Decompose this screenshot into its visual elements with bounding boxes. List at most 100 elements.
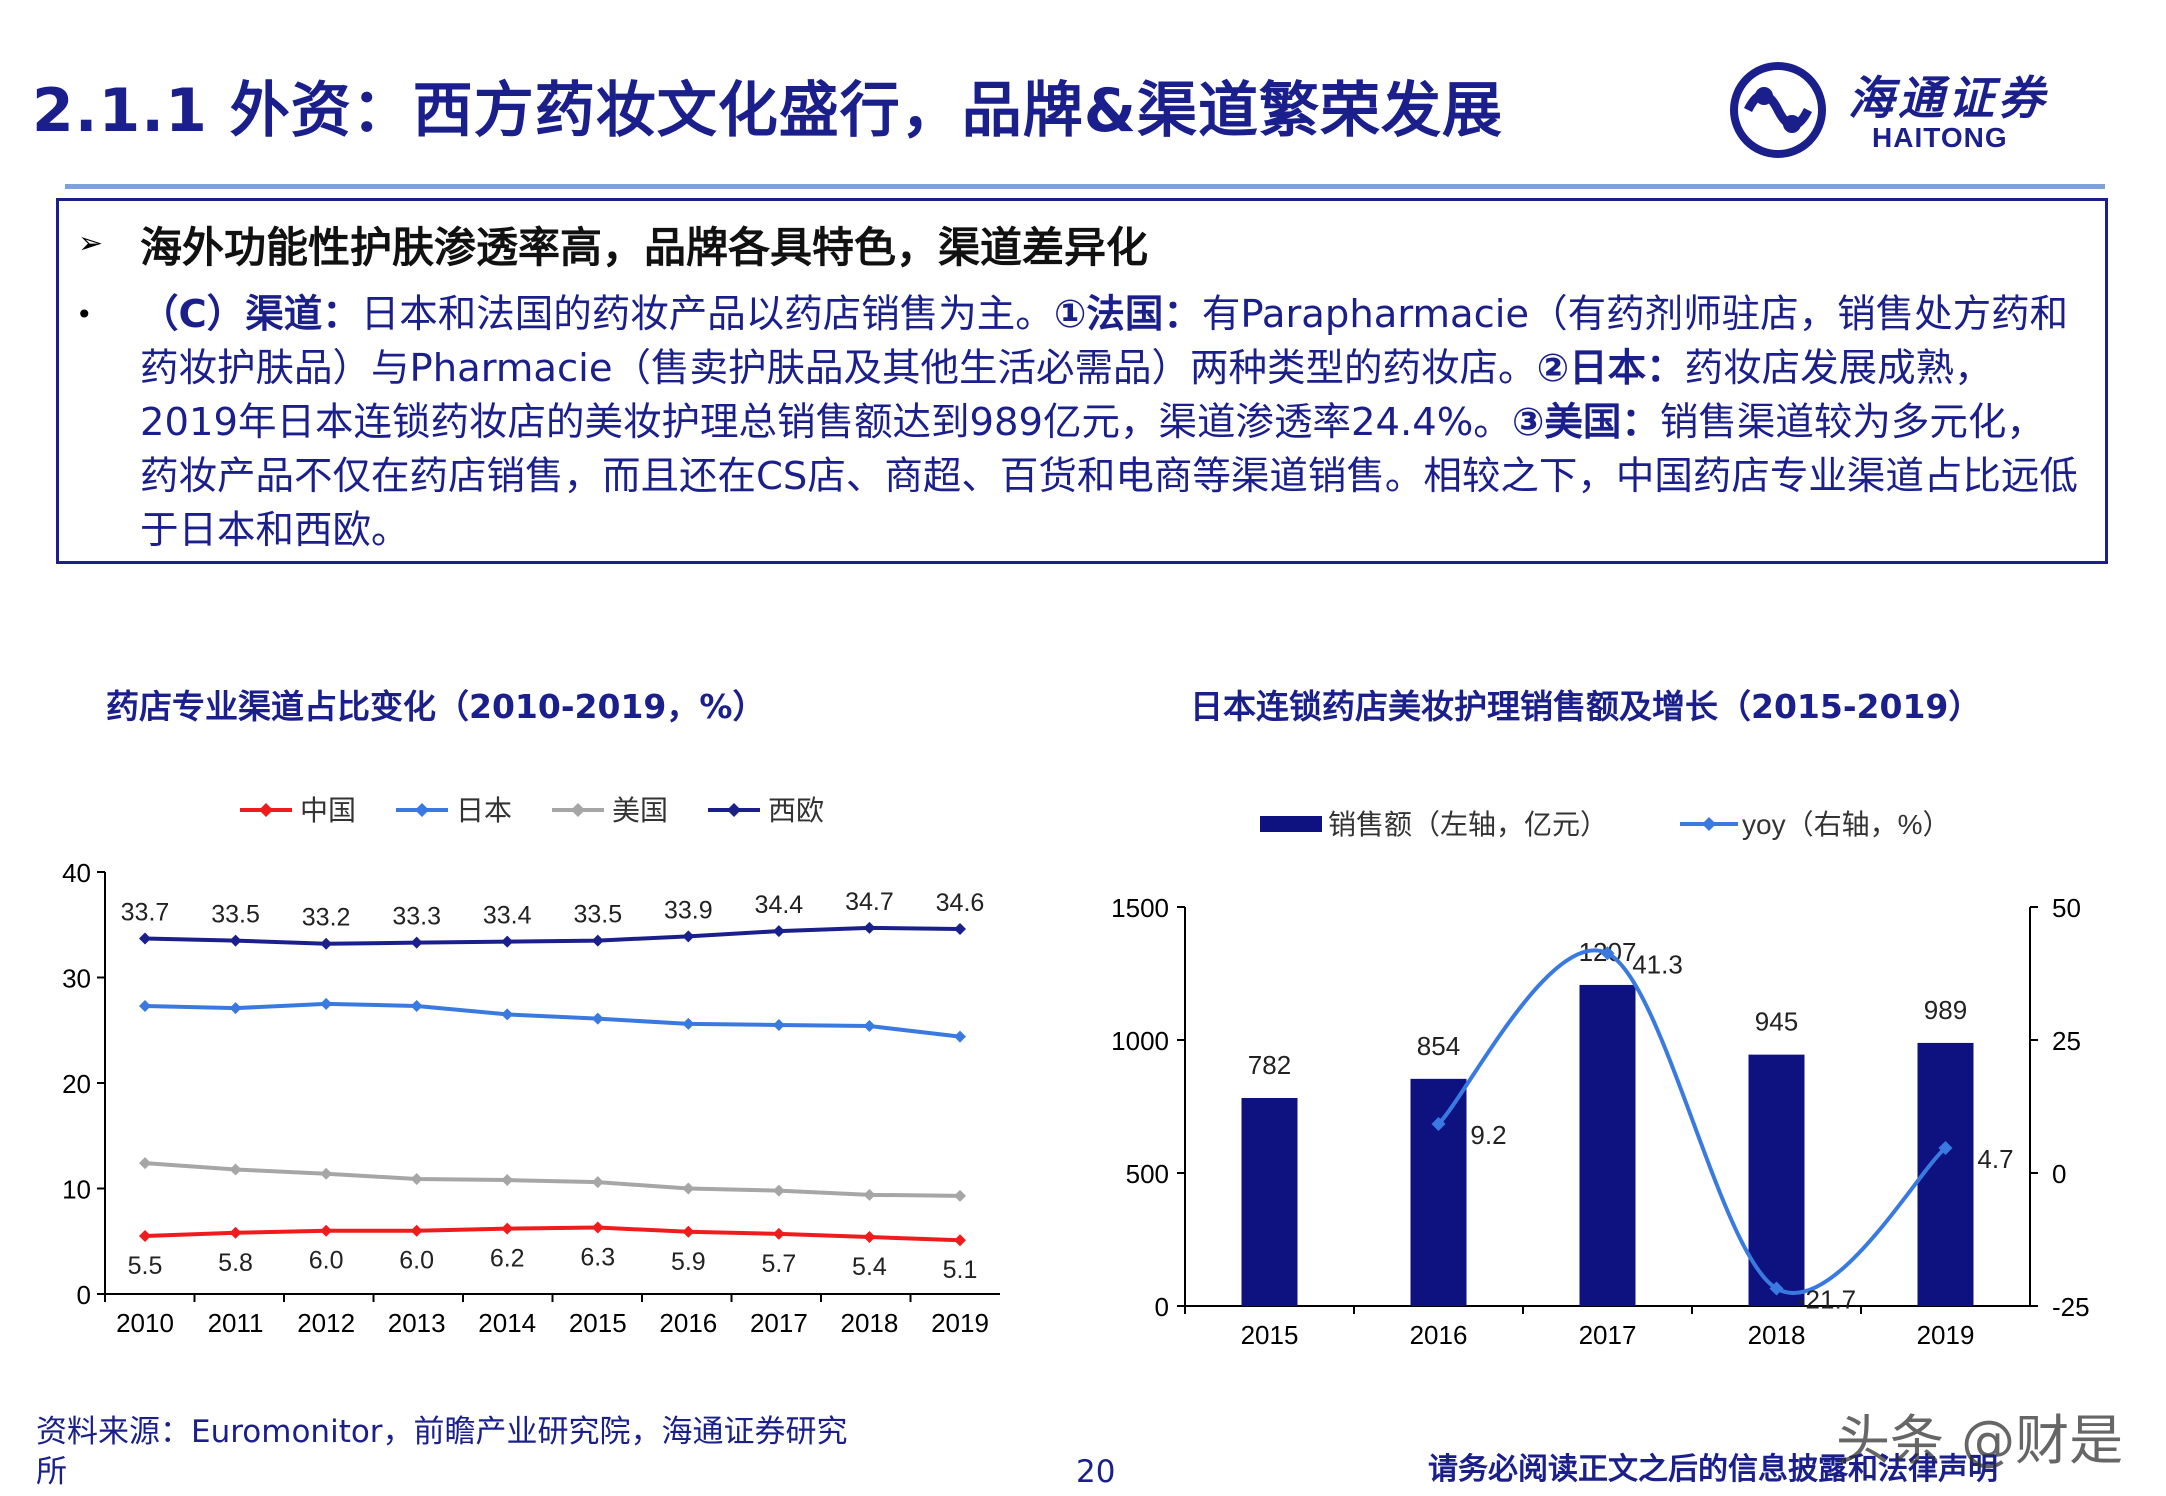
data-label: 6.3 bbox=[580, 1244, 615, 1272]
bar bbox=[1748, 1054, 1805, 1306]
data-point bbox=[591, 934, 604, 947]
yoy-value-label: -21.7 bbox=[1797, 1284, 1856, 1314]
right-tick-label: 0 bbox=[2052, 1159, 2066, 1189]
summary-box bbox=[56, 198, 2108, 564]
data-label: 5.9 bbox=[671, 1248, 706, 1276]
yoy-point bbox=[1600, 946, 1615, 961]
data-point bbox=[682, 1182, 695, 1195]
data-label: 6.2 bbox=[490, 1245, 525, 1273]
legend-item-0: 中国 bbox=[240, 795, 356, 826]
data-label: 33.5 bbox=[211, 901, 260, 929]
x-tick-label: 2017 bbox=[1579, 1320, 1637, 1350]
yoy-point bbox=[1938, 1140, 1953, 1155]
data-point bbox=[863, 1020, 876, 1033]
data-label: 6.0 bbox=[309, 1247, 344, 1275]
text-france: 有Parapharmacie（有药剂师驻店，销售处方药和药妆护肤品）与Pharm… bbox=[140, 292, 2069, 391]
data-point bbox=[954, 922, 966, 935]
logo-text-english: HAITONG bbox=[1872, 122, 2008, 153]
legend-item-1: 日本 bbox=[396, 795, 512, 826]
data-point bbox=[682, 930, 695, 943]
series-line-0 bbox=[144, 1225, 961, 1243]
x-tick-label: 2017 bbox=[750, 1308, 808, 1338]
data-label: 33.2 bbox=[302, 904, 351, 932]
bar-value-label: 989 bbox=[1924, 995, 1967, 1025]
data-point bbox=[229, 934, 242, 947]
x-tick-label: 2018 bbox=[841, 1308, 899, 1338]
yoy-line bbox=[1437, 948, 1947, 1295]
legend-item-3: 西欧 bbox=[708, 795, 824, 826]
bar-chart-japan-sales: 销售额（左轴，亿元） yoy（右轴，%） 0 500 1000 1500 -25 0 25 50 2… bbox=[1111, 809, 2089, 1350]
data-point bbox=[229, 1226, 242, 1239]
bar bbox=[1579, 984, 1636, 1306]
data-point bbox=[682, 1017, 695, 1030]
data-label: 34.4 bbox=[755, 891, 804, 919]
label-channel: （C）渠道： bbox=[140, 292, 361, 337]
data-point bbox=[591, 1012, 604, 1025]
legend-label-2: 美国 bbox=[612, 795, 668, 826]
legend-label-3: 西欧 bbox=[768, 795, 824, 826]
series-line-1 bbox=[144, 1001, 961, 1039]
data-point bbox=[320, 1167, 333, 1180]
data-point bbox=[591, 1221, 604, 1234]
data-point bbox=[863, 1231, 876, 1244]
page-title: 2.1.1 外资：西方药妆文化盛行，品牌&渠道繁荣发展 bbox=[32, 76, 1504, 146]
data-point bbox=[229, 1163, 242, 1176]
x-tick-label: 2011 bbox=[208, 1308, 264, 1338]
x-tick-label: 2013 bbox=[388, 1308, 446, 1338]
y-tick-label: 0 bbox=[77, 1280, 91, 1310]
right-tick-label: 50 bbox=[2052, 893, 2081, 923]
data-point bbox=[501, 1222, 514, 1235]
legend-swatch-sales bbox=[1260, 816, 1322, 832]
legend-item-2: 美国 bbox=[552, 795, 668, 826]
yoy-value-label: 4.7 bbox=[1977, 1144, 2013, 1174]
data-label: 5.4 bbox=[852, 1253, 887, 1281]
data-point bbox=[139, 1229, 151, 1242]
y-tick-label: 30 bbox=[62, 964, 91, 994]
yoy-point bbox=[1769, 1281, 1784, 1296]
data-point bbox=[139, 932, 151, 945]
legend-marker-1 bbox=[415, 803, 429, 817]
x-tick-label: 2014 bbox=[478, 1308, 536, 1338]
yoy-value-label: 41.3 bbox=[1632, 949, 1683, 979]
data-label: 34.7 bbox=[845, 888, 894, 916]
right-tick-label: 25 bbox=[2052, 1026, 2081, 1056]
data-label: 33.5 bbox=[573, 901, 622, 929]
data-point bbox=[320, 1224, 333, 1237]
bar-value-label: 782 bbox=[1248, 1050, 1291, 1080]
chart-title-pharmacy-share: 药店专业渠道占比变化（2010-2019，%） bbox=[106, 687, 766, 726]
data-point bbox=[682, 1225, 695, 1238]
data-point bbox=[501, 1174, 514, 1187]
data-label: 34.6 bbox=[936, 889, 985, 917]
y-tick-label: 20 bbox=[62, 1069, 91, 1099]
body-paragraph: （C）渠道：日本和法国的药妆产品以药店销售为主。①法国：有Parapharmac… bbox=[140, 288, 2080, 558]
x-tick-label: 2015 bbox=[1241, 1320, 1299, 1350]
x-tick-label: 2010 bbox=[116, 1308, 174, 1338]
x-tick-label: 2019 bbox=[1917, 1320, 1975, 1350]
data-point bbox=[410, 1173, 423, 1186]
text-japan: 药妆店发展成熟，2019年日本连锁药妆店的美妆护理总销售额达到989亿元，渠道渗… bbox=[140, 346, 1993, 445]
data-point bbox=[954, 1030, 966, 1043]
data-point bbox=[954, 1234, 966, 1247]
y-tick-label: 10 bbox=[62, 1175, 91, 1205]
logo-text-chinese: 海通证券 bbox=[1848, 71, 2048, 125]
data-label: 33.4 bbox=[483, 902, 532, 930]
data-point bbox=[139, 999, 151, 1012]
data-point bbox=[320, 997, 333, 1010]
bar bbox=[1917, 1042, 1974, 1306]
data-point bbox=[501, 1008, 514, 1021]
data-point bbox=[772, 925, 785, 938]
text-channel: 日本和法国的药妆产品以药店销售为主。 bbox=[360, 292, 1054, 337]
legend-label-yoy: yoy（右轴，%） bbox=[1742, 809, 1950, 840]
data-label: 5.7 bbox=[762, 1250, 797, 1278]
disclaimer-link[interactable]: 请务必阅读正文之后的信息披露和法律声明 bbox=[1428, 1452, 1998, 1487]
x-tick-label: 2015 bbox=[569, 1308, 627, 1338]
data-point bbox=[863, 921, 876, 934]
left-tick-label: 0 bbox=[1155, 1292, 1169, 1322]
data-label: 33.7 bbox=[121, 898, 170, 926]
yoy-point bbox=[1431, 1117, 1446, 1132]
x-tick-label: 2019 bbox=[931, 1308, 989, 1338]
legend-marker-0 bbox=[259, 803, 273, 817]
data-point bbox=[863, 1188, 876, 1201]
arrow-bullet-icon: ➢ bbox=[78, 226, 104, 261]
bar bbox=[1241, 1097, 1298, 1306]
